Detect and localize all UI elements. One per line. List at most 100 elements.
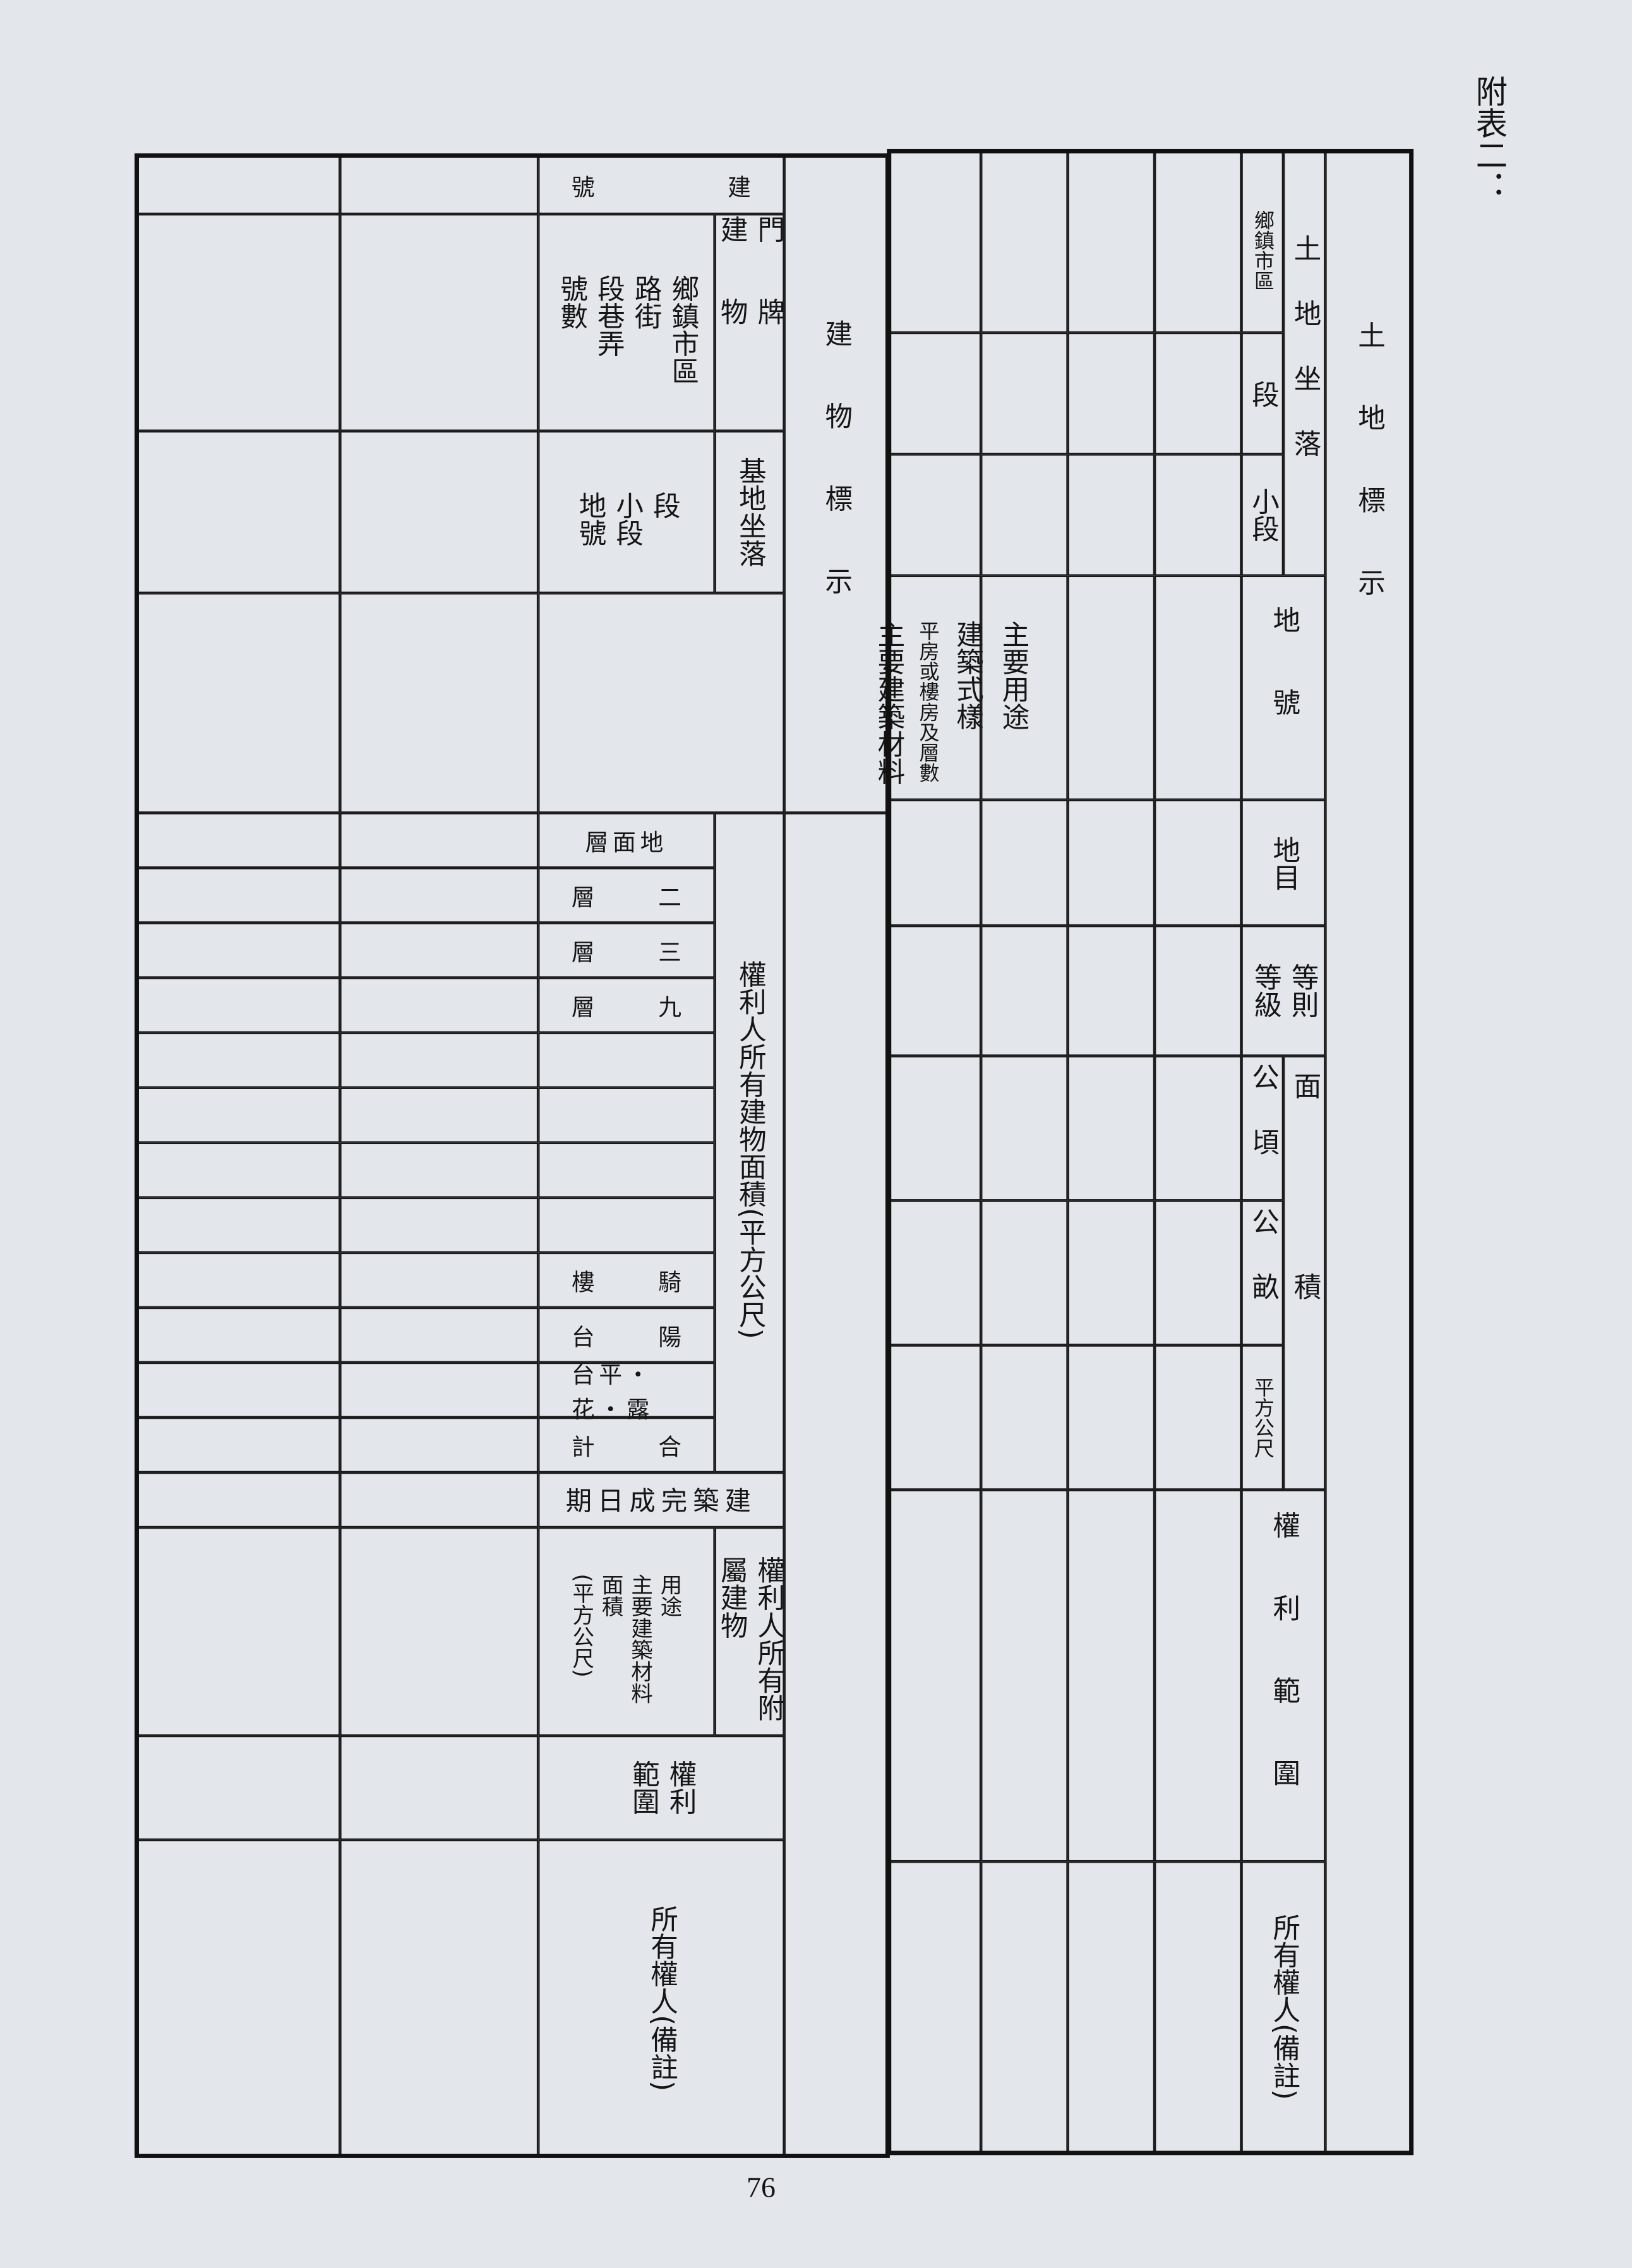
section-label-text: 段 [1247, 379, 1280, 407]
building-data-cell[interactable] [340, 1032, 539, 1088]
floor-row-label-right: 陽 [658, 1323, 681, 1351]
subsection-label-text: 小段 [1247, 487, 1280, 543]
district-label-text: 鄉鎮市區 [1251, 209, 1275, 290]
lot-number-label-text: 地號 [1268, 605, 1300, 770]
floor-row-label: 台陽 [538, 1307, 715, 1363]
floor-row-label-left: 層 [571, 938, 595, 967]
grade-label: 等則 等級 [1241, 926, 1326, 1056]
land-data-cell[interactable] [1155, 454, 1242, 576]
land-data-cell[interactable] [1067, 799, 1155, 926]
door-plate-label-text: 門牌建物 [716, 215, 786, 381]
land-data-cell[interactable] [981, 1056, 1068, 1201]
building-data-cell[interactable] [340, 1417, 539, 1473]
base-location-fields-text: 段 小段 地號 [574, 491, 681, 547]
are-label: 公畝 [1241, 1200, 1283, 1346]
attached-fields: 用途 主要建築材料 面積 (平方公尺) [538, 1527, 715, 1736]
completion-date-label: 期日成完築建 [538, 1472, 784, 1528]
attached-building-label-text: 權利人所有附 屬建物 [716, 1556, 786, 1722]
building-data-cell[interactable] [340, 1362, 539, 1418]
building-data-cell[interactable] [340, 1142, 539, 1198]
sqm-label: 平方公尺 [1241, 1345, 1283, 1490]
usage-field-col1: 主要用途 [997, 620, 1030, 731]
rights-scope-label: 權利 範圍 [538, 1735, 784, 1840]
land-data-cell[interactable] [1067, 575, 1155, 800]
floor-row-label [538, 1032, 715, 1088]
building-data-cell[interactable] [340, 1735, 539, 1840]
building-data-cell[interactable] [340, 813, 539, 868]
owner-remarks-label-text: 所有權人(備註) [646, 1904, 678, 2091]
floor-row-label-right: 騎 [658, 1268, 681, 1296]
attached-building-label: 權利人所有附 屬建物 [714, 1527, 786, 1736]
floor-row-label-right: 三 [658, 938, 681, 967]
land-data-cell[interactable] [1155, 1200, 1242, 1346]
building-data-cell[interactable] [340, 1252, 539, 1308]
floor-row-label-right: 二 [658, 883, 681, 912]
land-data-cell[interactable] [1067, 1200, 1155, 1346]
rights-scope-label-text: 權利 範圍 [628, 1760, 697, 1815]
land-data-cell[interactable] [1067, 1489, 1155, 1862]
door-plate-label: 門牌建物 [714, 214, 786, 431]
floor-row-label-left: 台 [571, 1323, 595, 1351]
land-data-cell[interactable] [1155, 926, 1242, 1056]
building-number-header-right: 建 [728, 173, 751, 201]
building-number-header-left: 號 [571, 173, 595, 201]
land-data-cell[interactable] [1067, 1056, 1155, 1201]
completion-date-label-text: 期日成完築建 [565, 1486, 757, 1518]
building-data-cell[interactable] [340, 593, 539, 813]
land-data-cell[interactable] [981, 1345, 1068, 1490]
hectare-label: 公頃 [1241, 1056, 1283, 1201]
land-data-cell[interactable] [1155, 575, 1242, 800]
building-data-cell[interactable] [340, 1197, 539, 1253]
building-data-cell[interactable] [340, 214, 539, 431]
land-data-cell[interactable] [1155, 1489, 1242, 1862]
floor-row-label [538, 1197, 715, 1253]
floor-row-label: 計合 [538, 1417, 715, 1473]
land-data-cell[interactable] [1155, 332, 1242, 455]
building-data-cell[interactable] [340, 922, 539, 978]
floor-row-label-right: 九 [658, 993, 681, 1022]
land-data-cell[interactable] [981, 799, 1068, 926]
land-data-cell[interactable] [981, 1489, 1068, 1862]
floor-area-label-text: 權利人所有建物面積(平方公尺) [735, 960, 767, 1340]
building-data-cell[interactable] [340, 1472, 539, 1528]
page-number: 76 [747, 2172, 776, 2205]
land-owner-remarks-label: 所有權人(備註) [1241, 1861, 1326, 2152]
building-data-cell[interactable] [340, 1087, 539, 1143]
door-plate-fields: 鄉鎮市區 路街 段巷弄 號數 [538, 214, 715, 431]
area-label-text: 面積 [1289, 1071, 1322, 1474]
land-data-cell[interactable] [981, 1200, 1068, 1346]
land-category-label: 地目 [1241, 799, 1326, 926]
are-label-text: 公畝 [1247, 1207, 1280, 1338]
hectare-label-text: 公頃 [1247, 1063, 1280, 1193]
base-location-label: 基地坐落 [714, 431, 784, 594]
floor-row-label: 層三 [538, 922, 715, 978]
land-rights-scope-label: 權利範圍 [1241, 1489, 1326, 1862]
land-data-cell[interactable] [1067, 1345, 1155, 1490]
subsection-label: 小段 [1241, 454, 1283, 576]
floor-row-label [538, 1142, 715, 1198]
land-data-cell[interactable] [981, 332, 1068, 455]
building-data-cell[interactable] [340, 431, 539, 594]
land-data-cell[interactable] [981, 454, 1068, 576]
land-data-cell[interactable] [981, 575, 1068, 800]
building-data-cell[interactable] [340, 1527, 539, 1736]
land-data-cell[interactable] [1155, 1056, 1242, 1201]
land-data-cell[interactable] [981, 926, 1068, 1056]
building-data-cell[interactable] [340, 977, 539, 1033]
section-label: 段 [1241, 332, 1283, 455]
land-data-cell[interactable] [1155, 799, 1242, 926]
land-data-cell[interactable] [1155, 1345, 1242, 1490]
land-owner-remarks-label-text: 所有權人(備註) [1268, 1913, 1300, 2101]
building-data-cell[interactable] [340, 868, 539, 923]
floor-row-label-left: 層 [571, 883, 595, 912]
land-data-cell[interactable] [1067, 454, 1155, 576]
building-data-cell[interactable] [340, 1307, 539, 1363]
attached-fields-text: 用途 主要建築材料 面積 (平方公尺) [570, 1573, 684, 1704]
land-data-cell[interactable] [1067, 926, 1155, 1056]
land-rights-scope-label-text: 權利範圍 [1268, 1510, 1300, 1841]
building-table-frame [135, 153, 890, 2158]
land-data-cell[interactable] [1067, 332, 1155, 455]
floor-row-label-left: 樓 [571, 1268, 595, 1296]
floor-row-label-left: 層面地 [585, 828, 668, 857]
